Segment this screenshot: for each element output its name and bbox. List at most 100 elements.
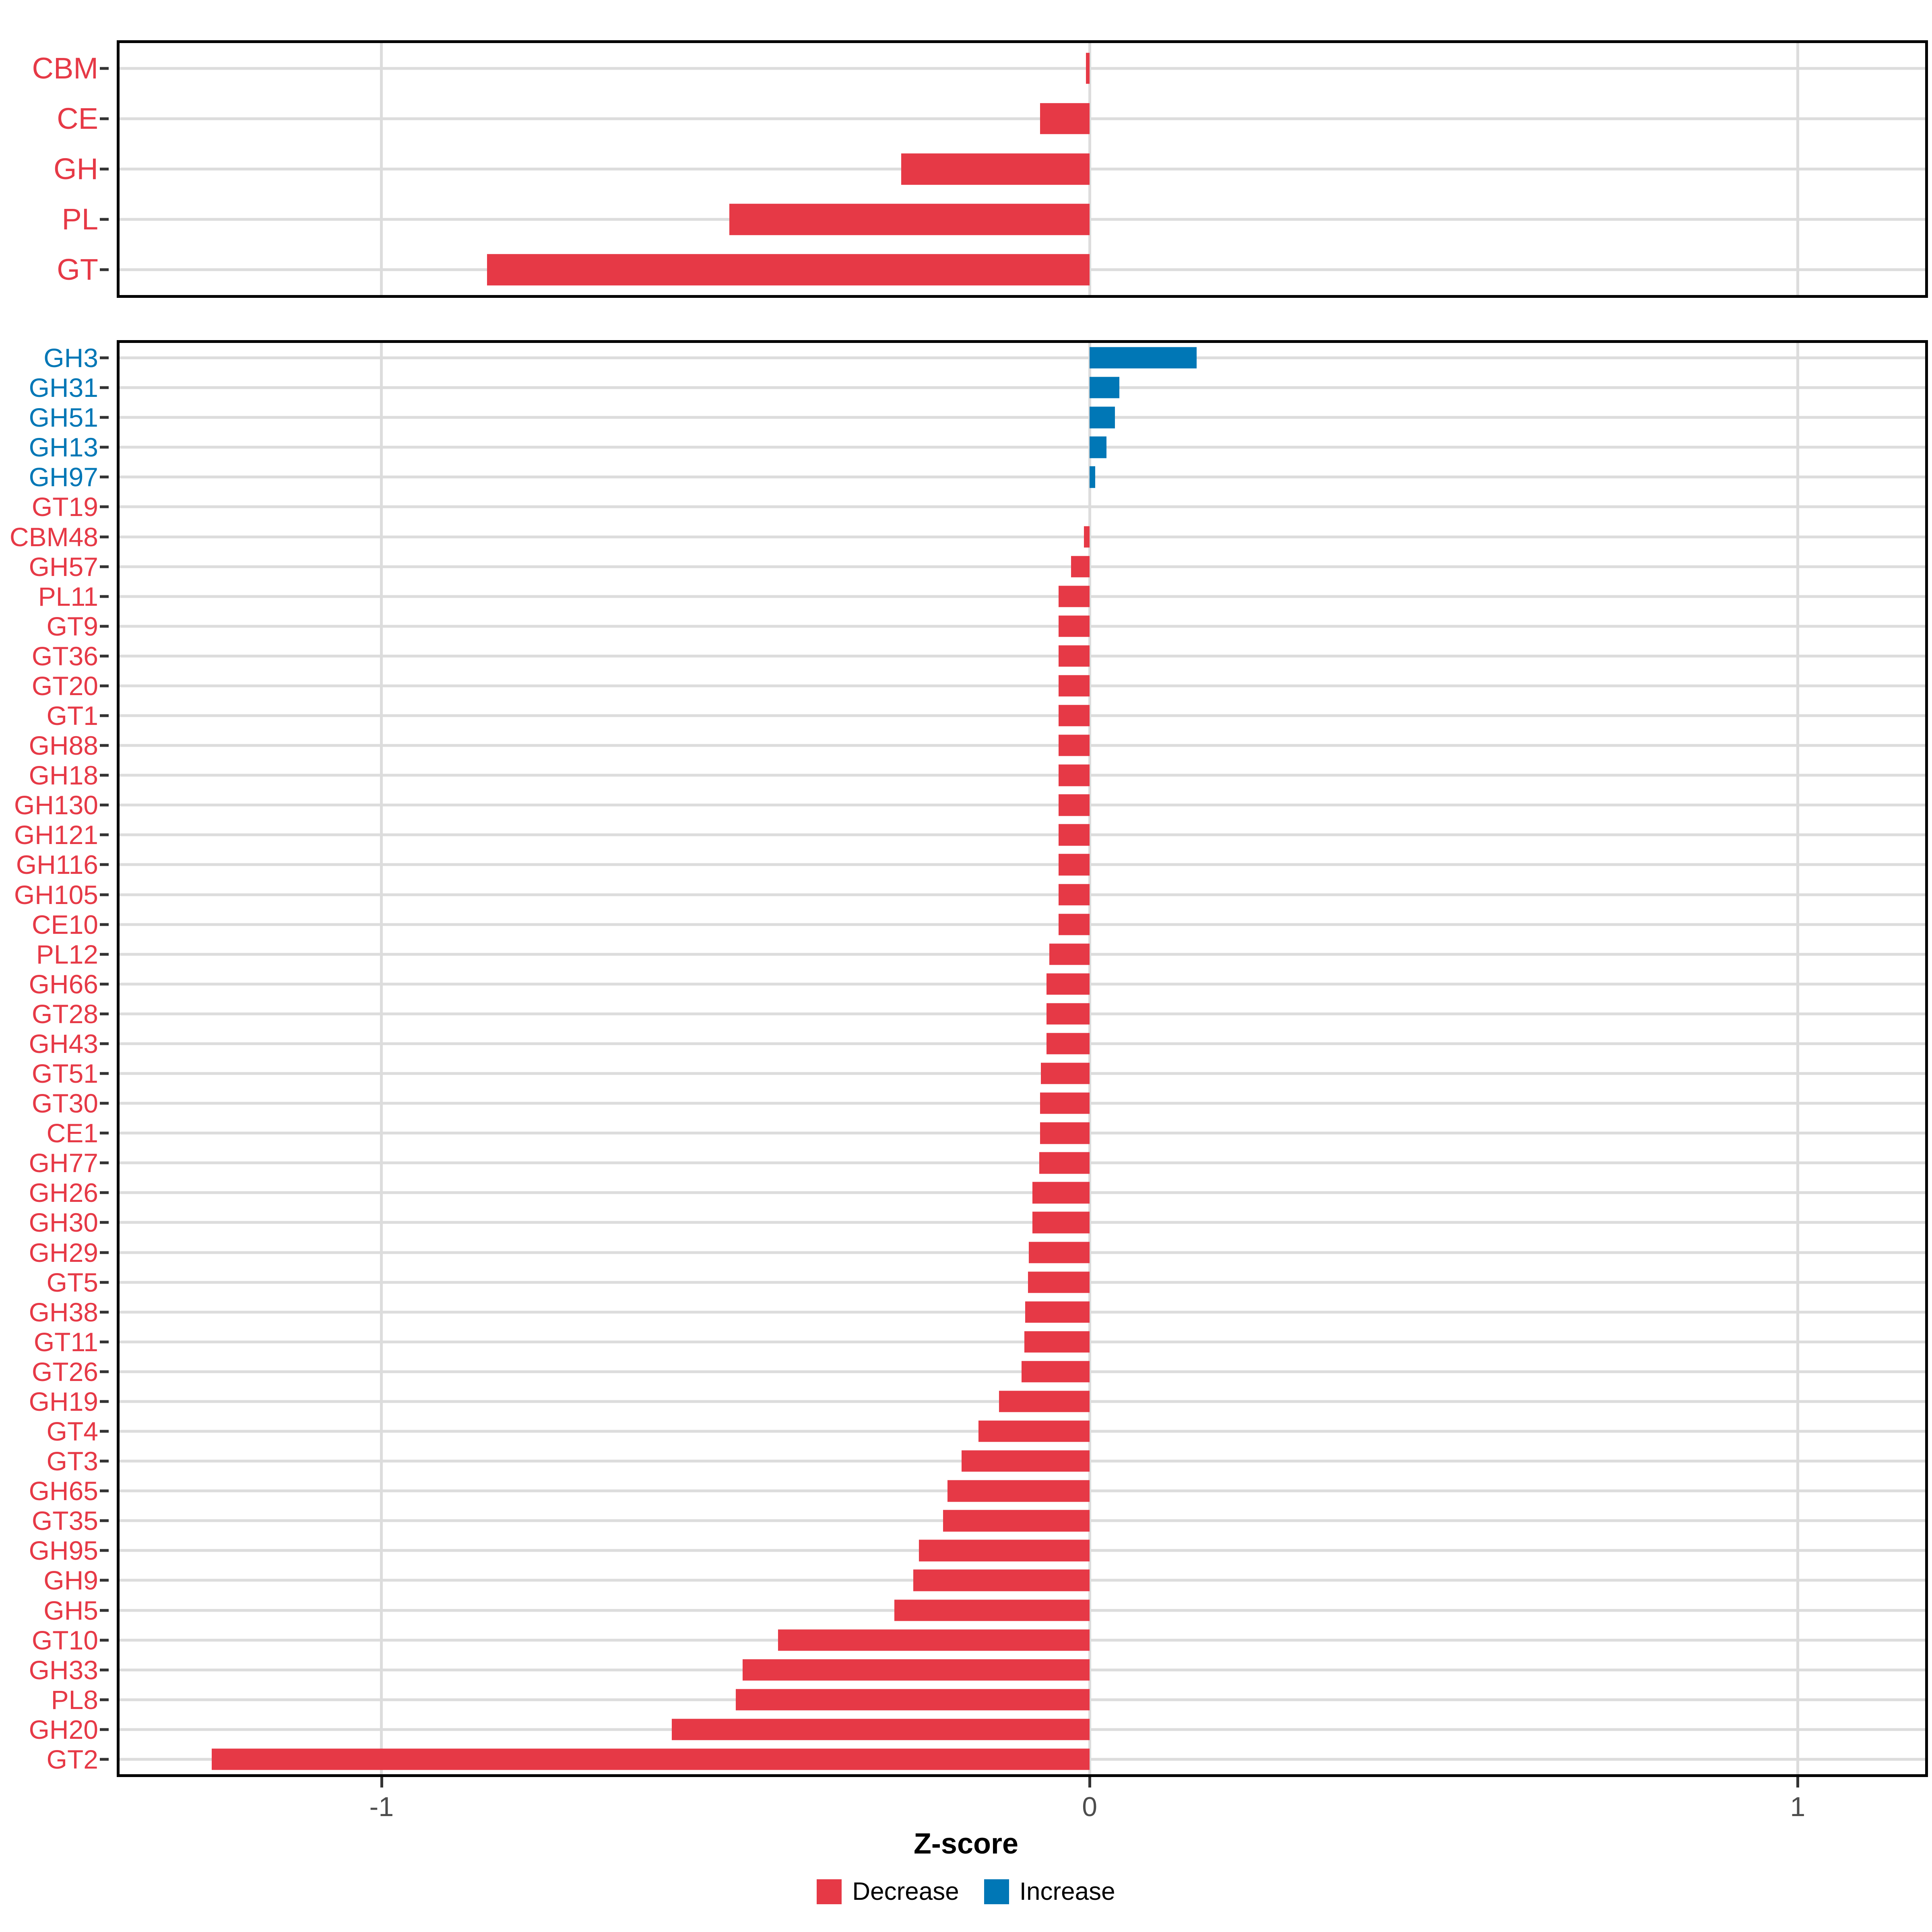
bar-row [120,194,1925,245]
y-axis-tick [100,1072,109,1075]
y-axis-label-PL11: PL11 [38,581,98,611]
bar-row [120,43,1925,93]
horizontal-gridline [120,684,1925,687]
horizontal-gridline [120,565,1925,568]
bar-PL12 [1049,943,1090,965]
y-axis-tick [100,1758,109,1761]
horizontal-gridline [120,595,1925,598]
horizontal-gridline [120,1102,1925,1105]
main-panel-plot-area [117,340,1928,1777]
bar-GH38 [1025,1301,1090,1323]
x-axis-tick-label: 1 [1790,1792,1806,1822]
y-axis-tick [100,1430,109,1433]
bar-GH116 [1058,854,1090,876]
horizontal-gridline [120,863,1925,866]
bar-row [120,701,1925,731]
y-axis-tick [100,268,109,271]
y-axis-label-GT28: GT28 [31,999,98,1029]
y-axis-tick [100,1698,109,1701]
top-panel-plot-area [117,40,1928,298]
bar-row [120,343,1925,373]
bar-row [120,1088,1925,1118]
horizontal-gridline [120,833,1925,836]
y-axis-tick [100,1221,109,1224]
y-axis-tick [100,386,109,389]
bar-row [120,731,1925,760]
bar-GH20 [672,1719,1090,1740]
y-axis-label-GT19: GT19 [31,492,98,522]
bar-row [120,492,1925,522]
horizontal-gridline [120,535,1925,539]
y-axis-tick [100,983,109,986]
bar-GH18 [1058,764,1090,786]
y-axis-label-GH: GH [54,152,98,186]
y-axis-label-GH26: GH26 [29,1178,98,1208]
horizontal-gridline [120,654,1925,658]
y-axis-tick [100,1191,109,1194]
bar-GH66 [1046,973,1090,995]
bar-GH29 [1028,1241,1090,1263]
y-axis-tick [100,1370,109,1373]
y-axis-tick [100,1281,109,1284]
x-axis: -1 0 1 [117,1777,1928,1866]
bar-GH9 [913,1569,1090,1591]
y-axis-label-CE10: CE10 [31,909,98,939]
y-axis-tick [100,1131,109,1135]
y-axis-tick [100,1012,109,1016]
y-axis-tick [100,774,109,777]
y-axis-label-CBM48: CBM48 [9,522,98,552]
bar-GT35 [943,1510,1090,1532]
bar-row [120,1297,1925,1327]
y-axis-tick [100,67,109,70]
bar-row [120,582,1925,611]
bar-GH5 [894,1599,1090,1621]
legend-swatch-increase [984,1879,1009,1904]
bar-GH88 [1058,735,1090,756]
bar-row [120,1655,1925,1685]
bar-row [120,760,1925,790]
legend-label-increase: Increase [1019,1878,1115,1905]
bar-CBM [1086,52,1090,84]
y-axis-tick [100,1459,109,1463]
bar-GH65 [947,1480,1090,1502]
bar-GH51 [1090,407,1115,428]
y-axis-label-GH18: GH18 [29,760,98,791]
bar-CE10 [1058,913,1090,935]
top-panel-y-axis-labels: CBM CE GH PL GT [0,40,109,298]
y-axis-label-GH88: GH88 [29,731,98,761]
y-axis-tick [100,416,109,419]
y-axis-label-GT5: GT5 [46,1267,98,1297]
y-axis-label-GH130: GH130 [14,790,98,820]
y-axis-tick [100,1519,109,1522]
y-axis-label-GT9: GT9 [46,611,98,641]
bar-GT [487,254,1090,286]
bar-row [120,1715,1925,1744]
horizontal-gridline [120,416,1925,419]
bar-GT9 [1058,615,1090,637]
bar-row [120,1476,1925,1506]
x-axis-ticks: -1 0 1 [117,1777,1928,1866]
bar-CBM48 [1084,526,1090,548]
bar-CE1 [1040,1122,1090,1144]
y-axis-label-GH121: GH121 [14,820,98,850]
bar-row [120,820,1925,850]
y-axis-label-GH116: GH116 [16,850,98,880]
legend-swatch-decrease [817,1879,842,1904]
y-axis-label-CBM: CBM [32,51,98,85]
legend-item-increase[interactable]: Increase [984,1879,1115,1904]
legend-item-decrease[interactable]: Decrease [817,1879,959,1904]
y-axis-tick [100,1251,109,1254]
bar-GH130 [1058,794,1090,816]
bar-row [120,999,1925,1029]
y-axis-tick [100,565,109,568]
y-axis-label-GT30: GT30 [31,1088,98,1119]
bar-row [120,432,1925,462]
bar-row [120,611,1925,641]
horizontal-gridline [120,1221,1925,1224]
y-axis-label-GT10: GT10 [31,1625,98,1655]
y-axis-label-GH43: GH43 [29,1028,98,1059]
horizontal-gridline [120,386,1925,389]
bar-row [120,1357,1925,1387]
y-axis-tick [100,1639,109,1642]
y-axis-tick [100,684,109,687]
